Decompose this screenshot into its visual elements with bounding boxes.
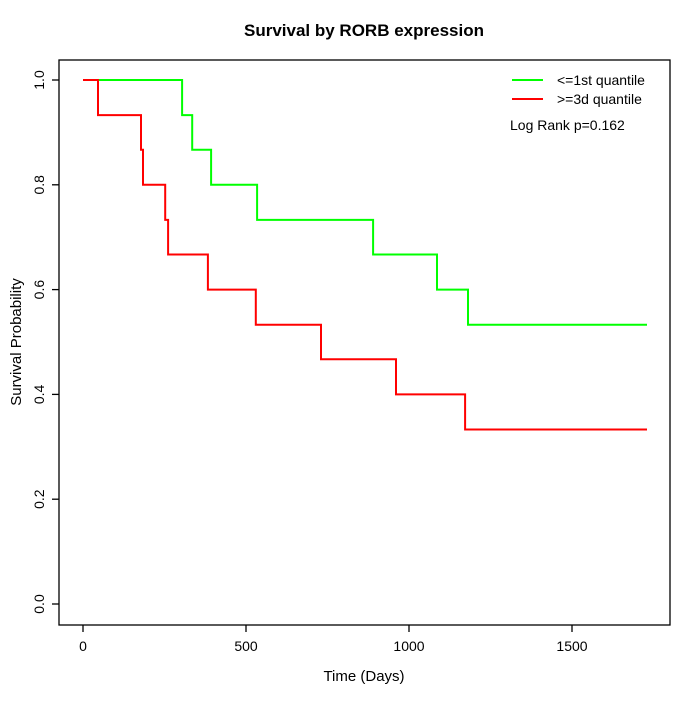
y-tick-label: 0.2 [31, 489, 47, 509]
y-tick-label: 0.0 [31, 594, 47, 614]
x-tick-label: 1500 [556, 638, 587, 654]
y-tick-label: 0.4 [31, 384, 47, 404]
x-axis-title: Time (Days) [323, 668, 404, 685]
y-tick-label: 1.0 [31, 70, 47, 90]
x-axis: 0 500 1000 1500 [79, 625, 588, 654]
log-rank-pvalue: Log Rank p=0.162 [510, 117, 625, 133]
km-curve-low-quantile [83, 79, 647, 326]
legend: <=1st quantile >=3d quantile Log Rank p=… [510, 72, 645, 133]
km-curve-high-quantile [83, 79, 647, 431]
legend-label-low-quantile: <=1st quantile [557, 72, 645, 88]
legend-label-high-quantile: >=3d quantile [557, 91, 642, 107]
chart-title: Survival by RORB expression [244, 21, 484, 40]
x-tick-label: 500 [234, 638, 258, 654]
y-tick-label: 0.6 [31, 280, 47, 300]
plot-box [58, 59, 671, 626]
y-tick-label: 0.8 [31, 175, 47, 195]
y-axis-title: Survival Probability [8, 278, 25, 406]
x-tick-label: 1000 [393, 638, 424, 654]
x-tick-label: 0 [79, 638, 87, 654]
survival-curves [83, 79, 647, 431]
y-axis: 0.0 0.2 0.4 0.6 0.8 1.0 [31, 70, 59, 614]
